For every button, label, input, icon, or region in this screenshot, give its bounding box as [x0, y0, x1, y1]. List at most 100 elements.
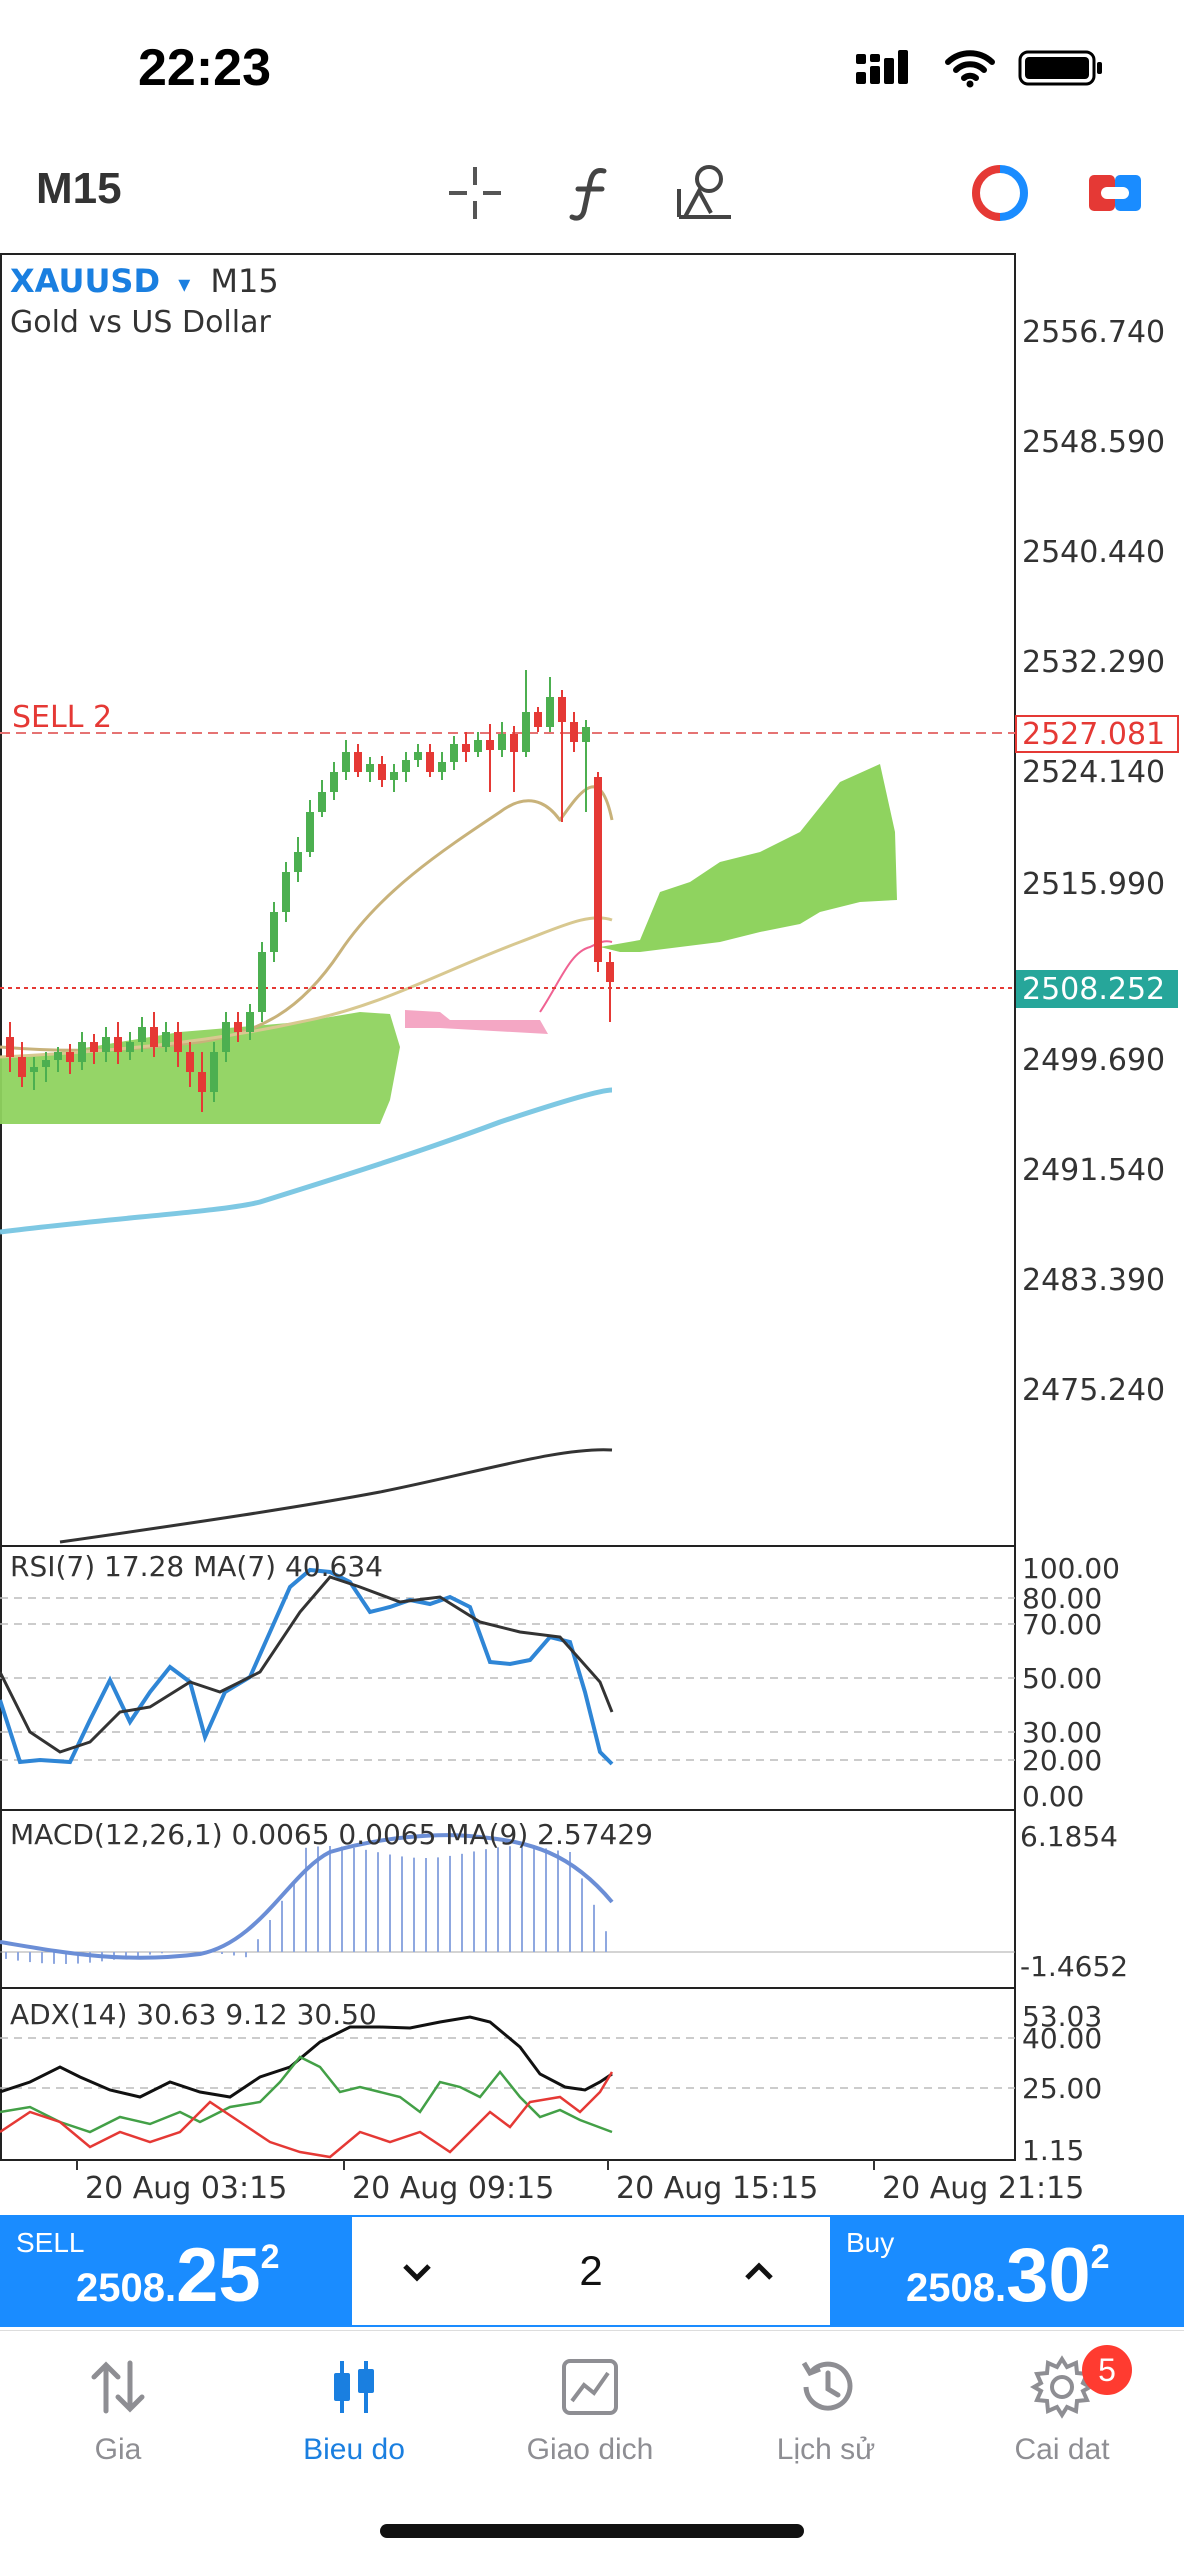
candle-body [294, 852, 302, 872]
candle-body [534, 712, 542, 727]
price-axis-label: 2524.140 [1022, 755, 1165, 790]
candle-body [606, 962, 614, 982]
adx-minus-di-line [0, 2071, 614, 2159]
lot-decrease-button[interactable] [382, 2237, 452, 2307]
nav-item-settings[interactable]: Cai dat 5 [944, 2345, 1180, 2481]
lot-increase-button[interactable] [724, 2237, 794, 2307]
candle-body [366, 764, 374, 772]
settings-badge: 5 [1082, 2345, 1132, 2395]
current-price-tag [1016, 970, 1178, 1008]
lot-value[interactable]: 2 [579, 2247, 603, 2294]
candle-body [582, 727, 590, 742]
candle-body [186, 1052, 194, 1072]
candle-body [522, 712, 530, 752]
buy-button[interactable]: Buy 2508.302 [830, 2215, 1184, 2327]
sell-order-label[interactable]: SELL 2 [12, 700, 112, 735]
sell-order-price-box [1015, 715, 1179, 753]
symbol-dropdown-icon: ▾ [178, 270, 190, 298]
candle-body [282, 872, 290, 912]
adx-main-line [0, 2015, 613, 2099]
chart-symbol-header[interactable]: XAUUSD ▾ M15 [10, 262, 279, 300]
candle-body [510, 734, 518, 752]
price-axis-label: 2515.990 [1022, 867, 1165, 902]
nav-item-chart[interactable]: Bieu do [236, 2351, 472, 2481]
candle-body [210, 1052, 218, 1092]
macd-signal-line [0, 1833, 614, 1960]
macd-axis-label: -1.4652 [1020, 1950, 1128, 1983]
buy-label: Buy [846, 2227, 895, 2258]
chart-area[interactable]: 2556.740 2548.590 2540.440 2532.290 2524.140… [0, 252, 1184, 2217]
candle-body [378, 764, 386, 780]
rsi-axis-label: 30.00 [1022, 1716, 1102, 1749]
rsi-axis-label: 50.00 [1022, 1662, 1102, 1695]
time-axis-label: 20 Aug 21:15 [882, 2171, 1084, 2206]
candle-body [18, 1057, 26, 1077]
candle-body [306, 812, 314, 852]
rsi-axis-label: 0.00 [1022, 1780, 1084, 1813]
candle-body [66, 1052, 74, 1062]
candle-body [474, 740, 482, 752]
indicator-toggle-icon[interactable] [965, 158, 1035, 228]
candle-body [258, 952, 266, 1012]
quotes-arrows-icon [91, 2360, 145, 2414]
candle-body [414, 752, 422, 760]
timeframe-button[interactable]: M15 [36, 164, 122, 213]
battery-icon [1018, 50, 1102, 86]
status-bar: 22:23 [0, 0, 1184, 140]
nav-item-trade[interactable]: Giao dich [472, 2351, 708, 2481]
sell-button[interactable]: SELL 2508.252 [0, 2215, 352, 2327]
ichimoku-cloud-bearish [405, 1010, 548, 1034]
candle-body [198, 1072, 206, 1092]
adx-axis-label: 1.15 [1022, 2134, 1084, 2167]
rsi-ma-line [0, 1575, 614, 1754]
rsi-label[interactable]: RSI(7) 17.28 MA(7) 40.634 [10, 1550, 383, 1583]
ichimoku-cloud-future [600, 764, 897, 952]
chart-symbol: XAUUSD [10, 262, 160, 300]
nav-label-history: Lịch sử [776, 2433, 876, 2466]
objects-icon[interactable] [670, 158, 740, 228]
cellular-signal-icon [856, 50, 908, 84]
function-icon[interactable] [555, 158, 625, 228]
adx-panel[interactable] [0, 1987, 1016, 2161]
candle-body [42, 1060, 50, 1067]
nav-item-quotes[interactable]: Gia [0, 2351, 236, 2481]
price-axis-label: 2556.740 [1022, 315, 1165, 350]
candle-body [402, 760, 410, 772]
chevron-up-icon [745, 2262, 773, 2280]
ma-very-long-line [59, 1448, 613, 1544]
candle-body [450, 744, 458, 762]
candle-body [354, 752, 362, 772]
candle-body [570, 722, 578, 742]
price-axis-label: 2499.690 [1022, 1043, 1165, 1078]
candle-body [594, 777, 602, 962]
candle-body [438, 762, 446, 772]
rsi-axis-label: 100.00 [1022, 1552, 1120, 1585]
time-axis-label: 20 Aug 15:15 [616, 2171, 818, 2206]
crosshair-icon[interactable] [440, 158, 510, 228]
nav-label-quotes: Gia [94, 2433, 142, 2466]
candle-body [30, 1067, 38, 1072]
adx-label[interactable]: ADX(14) 30.63 9.12 30.50 [10, 1998, 377, 2031]
current-price-value: 2508.252 [1022, 972, 1165, 1007]
adx-plus-di-line [0, 2055, 613, 2134]
chart-description: Gold vs US Dollar [10, 305, 271, 340]
price-axis-label: 2475.240 [1022, 1373, 1165, 1408]
candle-body [246, 1012, 254, 1032]
candle-body [330, 772, 338, 792]
trade-toggle-icon[interactable] [1080, 158, 1150, 228]
ma-mid-line-2 [0, 916, 613, 1059]
nav-item-history[interactable]: Lịch sử [708, 2351, 944, 2481]
rsi-axis-label: 80.00 [1022, 1582, 1102, 1615]
candle-body [222, 1022, 230, 1052]
candle-body [486, 740, 494, 750]
candle-body [426, 752, 434, 772]
rsi-axis-label: 20.00 [1022, 1744, 1102, 1777]
macd-label[interactable]: MACD(12,26,1) 0.0065 0.0065 MA(9) 2.5742… [10, 1818, 653, 1851]
candle-body [90, 1042, 98, 1052]
candle-body [138, 1027, 146, 1042]
price-axis-label: 2491.540 [1022, 1153, 1165, 1188]
price-axis-label: 2548.590 [1022, 425, 1165, 460]
candle-body [150, 1027, 158, 1047]
candle-body [270, 912, 278, 952]
